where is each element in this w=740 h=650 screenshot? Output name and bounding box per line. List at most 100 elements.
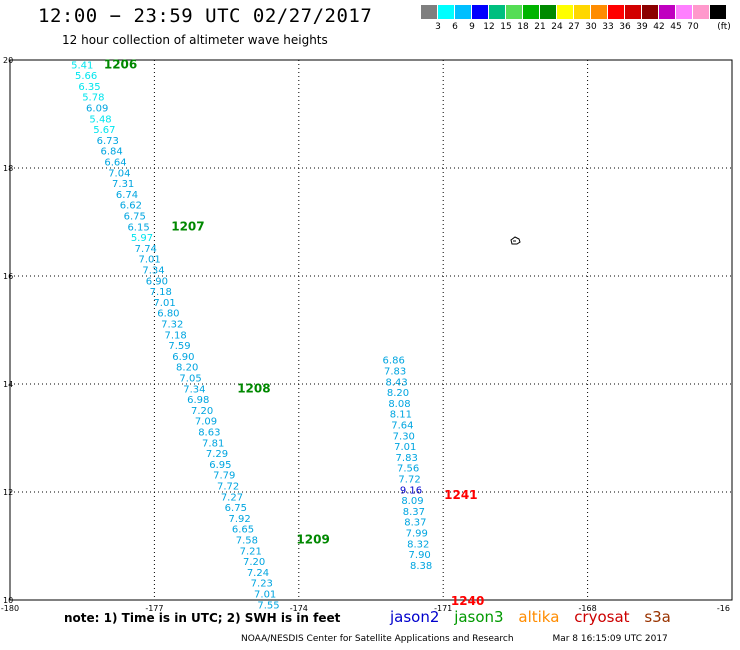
swh-value: 6.75 <box>225 503 247 514</box>
swh-value: 7.83 <box>396 453 418 464</box>
swh-value: 6.64 <box>104 158 126 169</box>
footer-timestamp: Mar 8 16:15:09 UTC 2017 <box>552 634 668 644</box>
legend-label: 15 <box>500 22 512 32</box>
lat-tick-label: 14 <box>3 380 13 389</box>
legend-swatch <box>676 5 692 19</box>
swh-value: 8.08 <box>388 399 410 410</box>
swh-value: 7.21 <box>240 546 262 557</box>
legend-unit: (ft) <box>717 22 731 32</box>
legend-swatch <box>489 5 505 19</box>
swh-value: 6.62 <box>120 201 142 212</box>
swh-value: 7.81 <box>202 438 224 449</box>
satellite-jason2: jason2 <box>390 608 440 626</box>
lat-tick-label: 20 <box>3 56 13 65</box>
pass-time-label: 1208 <box>237 381 270 395</box>
axis-labels: -180 -177 -174 -171 -168 -16 20 18 16 14 12 10 <box>1 56 730 613</box>
swh-value: 7.18 <box>165 330 187 341</box>
swh-value: 6.15 <box>127 222 149 233</box>
footnote: note: 1) Time is in UTC; 2) SWH is in fe… <box>64 611 341 625</box>
lon-tick-label: -177 <box>145 604 163 613</box>
legend-label: 3 <box>435 22 441 32</box>
swh-value: 7.23 <box>251 579 273 590</box>
swh-value: 5.67 <box>93 125 115 136</box>
swh-value: 7.83 <box>384 367 406 378</box>
legend-swatch <box>608 5 624 19</box>
pass-time-label: 1206 <box>104 57 137 71</box>
legend-label: 12 <box>483 22 495 32</box>
swh-value: 7.04 <box>108 168 130 179</box>
swh-value: 7.92 <box>229 514 251 525</box>
swh-value: 6.86 <box>383 356 405 367</box>
swh-value: 6.09 <box>86 104 108 115</box>
legend-label: 9 <box>469 22 475 32</box>
satellite-altika: altika <box>518 608 560 626</box>
swh-value: 8.38 <box>410 561 432 572</box>
lat-tick-label: 18 <box>3 164 13 173</box>
swh-value: 5.66 <box>75 71 97 82</box>
swh-value: 6.95 <box>209 460 231 471</box>
legend-label: 18 <box>517 22 529 32</box>
swh-value: 8.20 <box>176 363 198 374</box>
pass-time-labels: 1206 1207 1208 1209 1241 1240 <box>104 57 484 608</box>
legend-swatch <box>591 5 607 19</box>
page-title: 12:00 − 23:59 UTC 02/27/2017 <box>38 5 373 27</box>
legend-swatch <box>710 5 726 19</box>
pass-time-label: 1209 <box>296 533 329 547</box>
swh-value: 6.73 <box>97 136 119 147</box>
swh-value: 7.90 <box>409 550 431 561</box>
swh-value: 7.72 <box>398 475 420 486</box>
swh-value: 7.55 <box>257 600 279 611</box>
swh-value: 6.84 <box>100 147 122 158</box>
pass-time-label: 1241 <box>444 488 477 502</box>
footer-org: NOAA/NESDIS Center for Satellite Applica… <box>241 634 514 644</box>
legend-swatch <box>506 5 522 19</box>
swh-value: 7.56 <box>397 464 419 475</box>
swh-value: 7.09 <box>195 417 217 428</box>
satellite-s3a: s3a <box>644 608 671 626</box>
swh-value: 6.75 <box>124 212 146 223</box>
legend-swatch <box>438 5 454 19</box>
legend-label: 30 <box>585 22 597 32</box>
swh-value: 7.32 <box>161 320 183 331</box>
legend-swatch <box>472 5 488 19</box>
footer: NOAA/NESDIS Center for Satellite Applica… <box>241 634 704 644</box>
lon-tick-label: -171 <box>434 604 452 613</box>
legend-label: 21 <box>534 22 546 32</box>
swh-value: 6.65 <box>232 525 254 536</box>
swh-value: 7.20 <box>243 557 265 568</box>
swh-value: 7.20 <box>191 406 213 417</box>
swh-value: 8.37 <box>403 507 425 518</box>
swh-value: 7.74 <box>135 244 157 255</box>
swh-value: 7.99 <box>406 529 428 540</box>
swh-value: 7.72 <box>217 482 239 493</box>
legend-label: 27 <box>568 22 580 32</box>
swh-value: 7.05 <box>179 374 201 385</box>
map-frame <box>9 59 733 601</box>
legend-swatch <box>557 5 573 19</box>
swh-value: 7.01 <box>139 255 161 266</box>
swh-value: 7.27 <box>221 492 243 503</box>
swh-value: 7.64 <box>391 421 413 432</box>
legend-swatch <box>421 5 437 19</box>
legend-swatch <box>642 5 658 19</box>
swh-value: 7.58 <box>236 536 258 547</box>
map-gridlines <box>10 60 732 600</box>
swh-value: 7.29 <box>206 449 228 460</box>
swh-value: 6.80 <box>157 309 179 320</box>
legend-label: 24 <box>551 22 563 32</box>
legend-swatch <box>659 5 675 19</box>
swh-value: 6.90 <box>172 352 194 363</box>
legend-swatch <box>693 5 709 19</box>
legend-label: 70 <box>687 22 699 32</box>
swh-value: 7.01 <box>153 298 175 309</box>
legend-label: 39 <box>636 22 648 32</box>
legend-swatch <box>625 5 641 19</box>
swh-value: 7.01 <box>254 590 276 601</box>
swh-value: 8.09 <box>401 496 423 507</box>
swh-value: 7.01 <box>394 442 416 453</box>
lat-tick-label: 10 <box>3 596 13 605</box>
legend-swatch <box>540 5 556 19</box>
swh-value: 6.90 <box>146 276 168 287</box>
swh-value: 7.18 <box>150 287 172 298</box>
